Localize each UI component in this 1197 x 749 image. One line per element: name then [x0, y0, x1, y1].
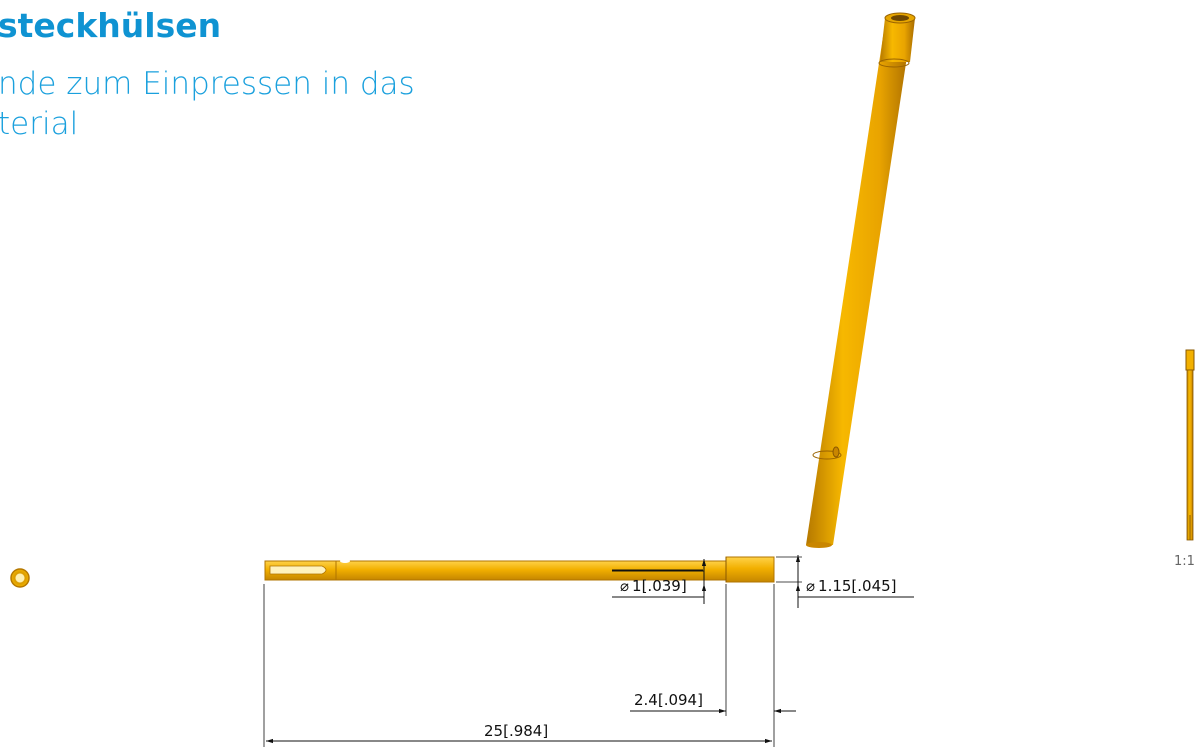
subtitle-line-2: terial	[0, 106, 79, 142]
dim-head-length-text: 2.4[.094]	[634, 691, 703, 709]
dim-head-length-lines	[630, 584, 796, 747]
dim-total-length-text: 25[.984]	[484, 722, 548, 740]
product-subtitle: nde zum Einpressen in das terial	[0, 64, 415, 144]
dim-diameter-small-text: ⌀ 1[.039]	[620, 577, 687, 595]
side-view-small	[1185, 349, 1195, 541]
dim-diameter-large-lines	[776, 555, 914, 608]
front-view-ring	[10, 568, 30, 588]
scale-label: 1:1	[1174, 554, 1195, 569]
product-title: steckhülsen	[0, 6, 222, 45]
subtitle-line-1: nde zum Einpressen in das	[0, 66, 415, 102]
isometric-view	[806, 12, 916, 548]
dim-diameter-small-lines	[612, 559, 707, 604]
dim-diameter-large-text: ⌀ 1.15[.045]	[806, 577, 897, 595]
dim-total-length-lines	[263, 584, 772, 747]
side-view	[264, 556, 775, 583]
